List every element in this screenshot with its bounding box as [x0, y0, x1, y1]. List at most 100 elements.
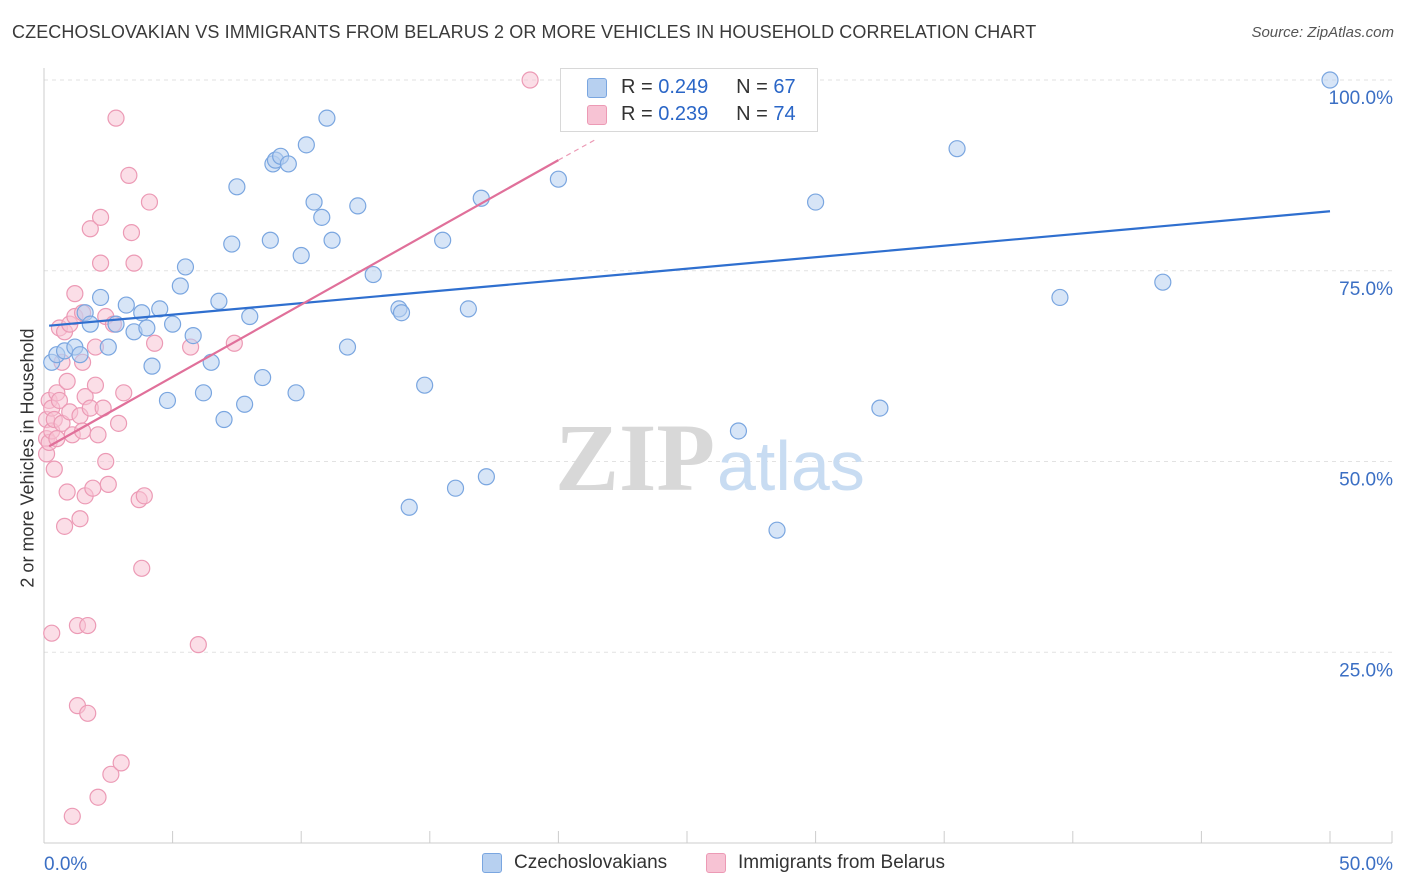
- belarus-point: [50, 391, 69, 410]
- czechoslovakians-point: [948, 140, 966, 158]
- belarus-point: [115, 384, 133, 402]
- czechoslovakians-point: [158, 391, 177, 410]
- czechoslovakians-point: [71, 346, 89, 364]
- czechoslovakians-point: [305, 193, 323, 211]
- belarus-point: [63, 807, 81, 825]
- belarus-point: [89, 426, 107, 444]
- belarus-point: [89, 788, 107, 806]
- belarus-point: [84, 479, 102, 497]
- czechoslovakians-trend-line: [49, 210, 1331, 327]
- belarus-point: [45, 460, 63, 478]
- czechoslovakians-point: [81, 315, 99, 333]
- tick-labels: 25.0% 50.0% 75.0% 100.0% 0.0% 50.0%: [44, 88, 1393, 875]
- correlation-legend: R = 0.249 N = 67 R = 0.239 N = 74: [560, 68, 818, 132]
- y-tick-label: 100.0%: [1329, 88, 1394, 109]
- czechoslovakians-point: [202, 353, 220, 371]
- belarus-point: [97, 452, 115, 471]
- bottom-legend-swatch-pink: [706, 853, 726, 873]
- czechoslovakians-point: [143, 357, 161, 375]
- belarus-point: [79, 616, 97, 635]
- belarus-point: [107, 109, 125, 127]
- belarus-point: [102, 765, 120, 783]
- czechoslovakians-point: [138, 319, 156, 337]
- bottom-legend-label: Czechoslovakians: [514, 852, 668, 873]
- czechoslovakians-point: [768, 521, 786, 539]
- czechoslovakians-point: [228, 178, 246, 196]
- czechoslovakians-point: [1154, 273, 1172, 291]
- czechoslovakians-point: [313, 208, 331, 226]
- belarus-point: [91, 254, 110, 272]
- czechoslovakians-point: [477, 468, 495, 486]
- czechoslovakians-point: [176, 258, 195, 276]
- czechoslovakians-point: [171, 277, 189, 295]
- series-czechoslovakians-points: [43, 71, 1339, 539]
- legend-r-label: R =: [621, 76, 653, 98]
- czechoslovakians-point: [215, 410, 233, 429]
- belarus-point: [86, 376, 105, 394]
- legend-swatch-pink: [587, 105, 607, 125]
- belarus-point: [120, 166, 138, 184]
- czechoslovakians-point: [287, 384, 305, 402]
- legend-n-value: 67: [773, 76, 796, 98]
- legend-swatch-blue: [587, 78, 607, 98]
- legend-r-value: 0.239: [658, 103, 709, 125]
- belarus-point: [71, 510, 89, 528]
- belarus-point: [133, 559, 151, 577]
- czechoslovakians-point: [400, 498, 418, 516]
- czechoslovakians-point: [806, 193, 825, 211]
- trend-lines: [48, 138, 1331, 448]
- legend-n-value: 74: [773, 103, 796, 125]
- belarus-point: [521, 71, 539, 89]
- belarus-point: [55, 517, 74, 535]
- belarus-point: [125, 254, 143, 272]
- czechoslovakians-point: [446, 479, 465, 497]
- czechoslovakians-point: [729, 422, 748, 440]
- legend-n-label: N =: [736, 76, 768, 98]
- czechoslovakians-point: [549, 170, 568, 188]
- belarus-point: [145, 334, 164, 352]
- czechoslovakians-point: [279, 155, 297, 173]
- czechoslovakians-point: [91, 288, 110, 307]
- belarus-point: [135, 487, 153, 505]
- czechoslovakians-point: [261, 231, 279, 249]
- czechoslovakians-point: [297, 136, 315, 154]
- legend-r-value: 0.249: [658, 76, 709, 98]
- czechoslovakians-point: [254, 368, 272, 387]
- czechoslovakians-point: [292, 246, 310, 265]
- belarus-trend-extension: [558, 138, 598, 161]
- y-tick-label: 75.0%: [1339, 279, 1393, 300]
- chart-title: CZECHOSLOVAKIAN VS IMMIGRANTS FROM BELAR…: [12, 22, 1037, 42]
- czechoslovakians-point: [392, 304, 411, 322]
- czechoslovakians-point: [164, 315, 182, 333]
- belarus-point: [43, 624, 61, 642]
- watermark: ZIP atlas: [555, 404, 865, 511]
- x-tick-label: 0.0%: [44, 854, 87, 875]
- watermark-zip: ZIP: [555, 404, 715, 511]
- belarus-point: [81, 220, 99, 238]
- czechoslovakians-point: [338, 338, 357, 356]
- czechoslovakians-point: [1321, 71, 1339, 89]
- x-tick-label: 50.0%: [1339, 854, 1393, 875]
- czechoslovakians-point: [434, 231, 452, 249]
- czechoslovakians-point: [236, 395, 254, 413]
- y-tick-label: 50.0%: [1339, 470, 1393, 491]
- belarus-trend-line: [48, 159, 559, 448]
- czechoslovakians-point: [99, 338, 117, 356]
- belarus-point: [140, 193, 159, 211]
- belarus-point: [91, 208, 110, 226]
- czechoslovakians-point: [1051, 288, 1069, 307]
- belarus-point: [112, 754, 130, 772]
- czechoslovakians-point: [416, 376, 434, 394]
- czechoslovakians-point: [241, 307, 259, 326]
- belarus-point: [109, 414, 128, 432]
- grid: [44, 79, 1392, 653]
- czechoslovakians-point: [223, 235, 241, 253]
- legend-n-label: N =: [736, 103, 768, 125]
- y-tick-label: 25.0%: [1339, 660, 1393, 681]
- czechoslovakians-point: [117, 296, 135, 314]
- series-belarus-points: [37, 71, 539, 825]
- czechoslovakians-point: [184, 327, 202, 345]
- czechoslovakians-point: [364, 265, 382, 284]
- czechoslovakians-point: [871, 399, 889, 417]
